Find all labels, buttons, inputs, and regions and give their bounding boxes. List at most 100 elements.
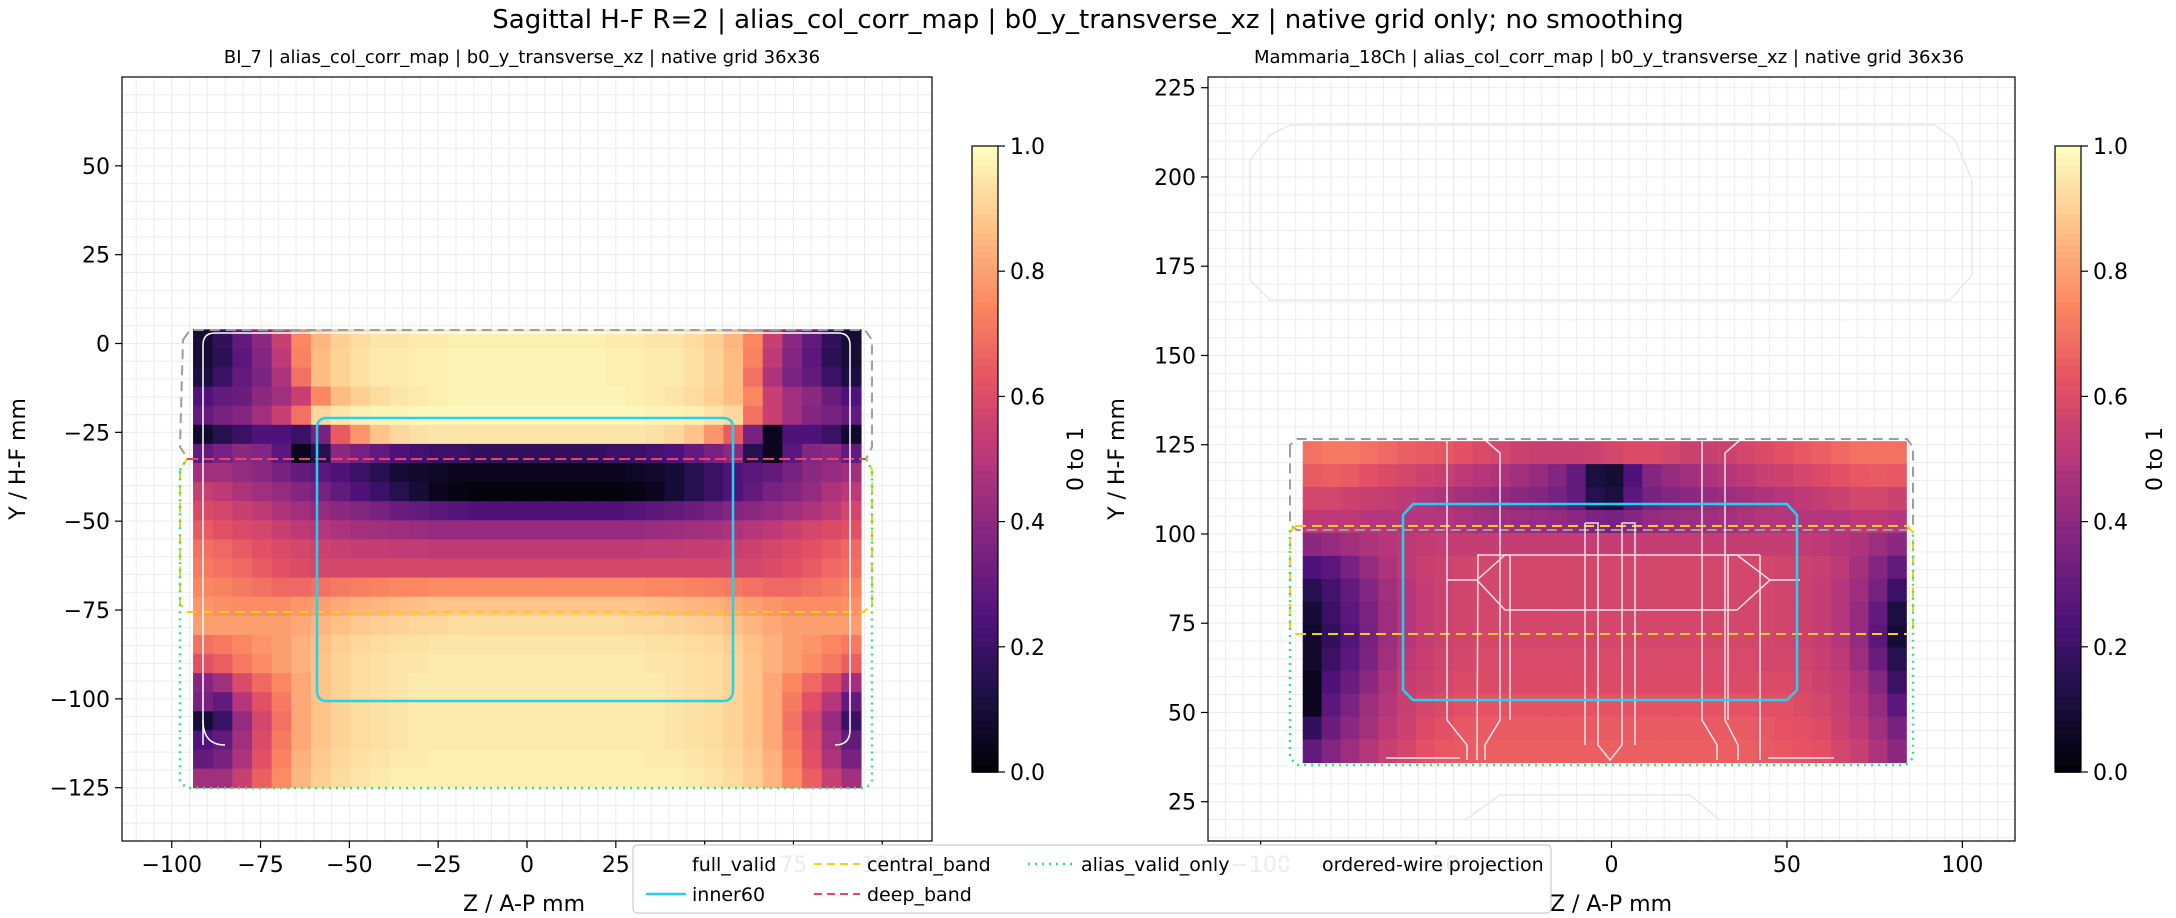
- heatmap-cell: [1868, 647, 1888, 672]
- heatmap-cell: [487, 558, 508, 579]
- heatmap-cell: [428, 749, 450, 770]
- heatmap-cell: [566, 463, 587, 483]
- colorbar-segment: [2055, 196, 2081, 204]
- x-tick-label: −50: [326, 853, 372, 878]
- heatmap-cell: [310, 634, 332, 655]
- colorbar-segment: [2055, 408, 2081, 416]
- heatmap-cell: [1585, 624, 1606, 649]
- heatmap-cell: [271, 443, 292, 464]
- colorbar-segment: [2055, 709, 2081, 717]
- heatmap-cell: [1830, 693, 1851, 718]
- heatmap-cell: [1604, 601, 1624, 626]
- heatmap-cell: [1717, 487, 1738, 511]
- heatmap-cell: [1566, 624, 1587, 649]
- heatmap-cell: [330, 329, 351, 349]
- colorbar-segment: [972, 408, 998, 416]
- colorbar-segment: [972, 646, 998, 654]
- heatmap-cell: [330, 634, 351, 655]
- heatmap-cell: [1774, 578, 1794, 603]
- heatmap-cell: [1434, 555, 1455, 580]
- heatmap-cell: [1566, 716, 1587, 741]
- colorbar-tick-label: 0.6: [2093, 385, 2128, 410]
- heatmap-cell: [1755, 693, 1775, 718]
- heatmap-cell: [605, 768, 626, 789]
- heatmap-cell: [762, 501, 783, 521]
- heatmap-cell: [1321, 624, 1342, 649]
- heatmap-cell: [1415, 670, 1436, 695]
- colorbar-segment: [972, 452, 998, 460]
- heatmap-cell: [782, 501, 803, 521]
- heatmap-cell: [664, 596, 685, 617]
- colorbar-segment: [972, 484, 998, 492]
- heatmap-cell: [232, 615, 253, 636]
- heatmap-cell: [1302, 647, 1323, 672]
- heatmap-cell: [487, 463, 508, 483]
- heatmap-cell: [782, 711, 803, 731]
- heatmap-cell: [605, 749, 626, 770]
- heatmap-cell: [1868, 670, 1888, 695]
- colorbar-segment: [972, 433, 998, 442]
- heatmap-cell: [448, 501, 469, 521]
- heatmap-cell: [1698, 532, 1719, 557]
- heatmap-cell: [1642, 739, 1662, 764]
- y-tick-label: 200: [1154, 166, 1196, 191]
- heatmap-cell: [1811, 739, 1832, 764]
- heatmap-cell: [625, 711, 646, 731]
- heatmap-cell: [468, 749, 489, 770]
- heatmap-cell: [448, 386, 469, 407]
- heatmap-cell: [1774, 441, 1794, 465]
- heatmap-cell: [212, 348, 233, 369]
- colorbar-segment: [972, 365, 998, 373]
- heatmap-cell: [1661, 578, 1681, 603]
- heatmap-cell: [684, 329, 705, 349]
- colorbar-segment: [2055, 146, 2081, 154]
- heatmap-cell: [1849, 555, 1870, 580]
- heatmap-cell: [350, 520, 371, 540]
- heatmap-cell: [605, 463, 626, 483]
- heatmap-cell: [802, 749, 823, 770]
- legend-entry-ordered-wire-projection: ordered-wire projection: [1276, 854, 1544, 876]
- heatmap-cell: [1849, 670, 1870, 695]
- heatmap-cell: [487, 367, 508, 388]
- heatmap-cell: [1679, 693, 1700, 718]
- heatmap-cell: [782, 482, 803, 502]
- colorbar-segment: [972, 258, 998, 266]
- heatmap-cell: [1566, 464, 1587, 488]
- heatmap-cell: [644, 634, 666, 655]
- colorbar-segment: [2055, 659, 2081, 667]
- heatmap-cell: [350, 577, 371, 598]
- heatmap-cell: [566, 348, 587, 369]
- heatmap-cell: [625, 405, 646, 426]
- colorbar-segment: [2055, 565, 2081, 573]
- heatmap-cell: [1830, 441, 1851, 465]
- heatmap-cell: [625, 730, 646, 751]
- colorbar-segment: [972, 759, 998, 767]
- heatmap-cell: [1434, 670, 1455, 695]
- heatmap-cell: [212, 539, 233, 560]
- heatmap-cell: [1529, 693, 1549, 718]
- heatmap-cell: [448, 367, 469, 388]
- heatmap-cell: [310, 768, 332, 789]
- heatmap-cell: [1359, 578, 1379, 603]
- heatmap-cell: [585, 405, 607, 426]
- colorbar-segment: [2055, 646, 2081, 654]
- heatmap-cell: [448, 482, 469, 502]
- heatmap-cell: [743, 615, 764, 636]
- colorbar-segment: [972, 621, 998, 629]
- colorbar-segment: [972, 202, 998, 210]
- left-central-band-outline: [179, 458, 873, 613]
- heatmap-cell: [1434, 487, 1455, 511]
- heatmap-cell: [1472, 487, 1492, 511]
- heatmap-cell: [762, 367, 783, 388]
- heatmap-cell: [271, 405, 292, 426]
- heatmap-cell: [232, 596, 253, 617]
- heatmap-cell: [841, 768, 862, 789]
- heatmap-cell: [1830, 464, 1851, 488]
- heatmap-cell: [212, 558, 233, 579]
- colorbar-segment: [2055, 308, 2081, 316]
- heatmap-cell: [1849, 578, 1870, 603]
- heatmap-cell: [527, 539, 548, 560]
- heatmap-cell: [1340, 487, 1360, 511]
- heatmap-cell: [782, 348, 803, 369]
- heatmap-cell: [1811, 555, 1832, 580]
